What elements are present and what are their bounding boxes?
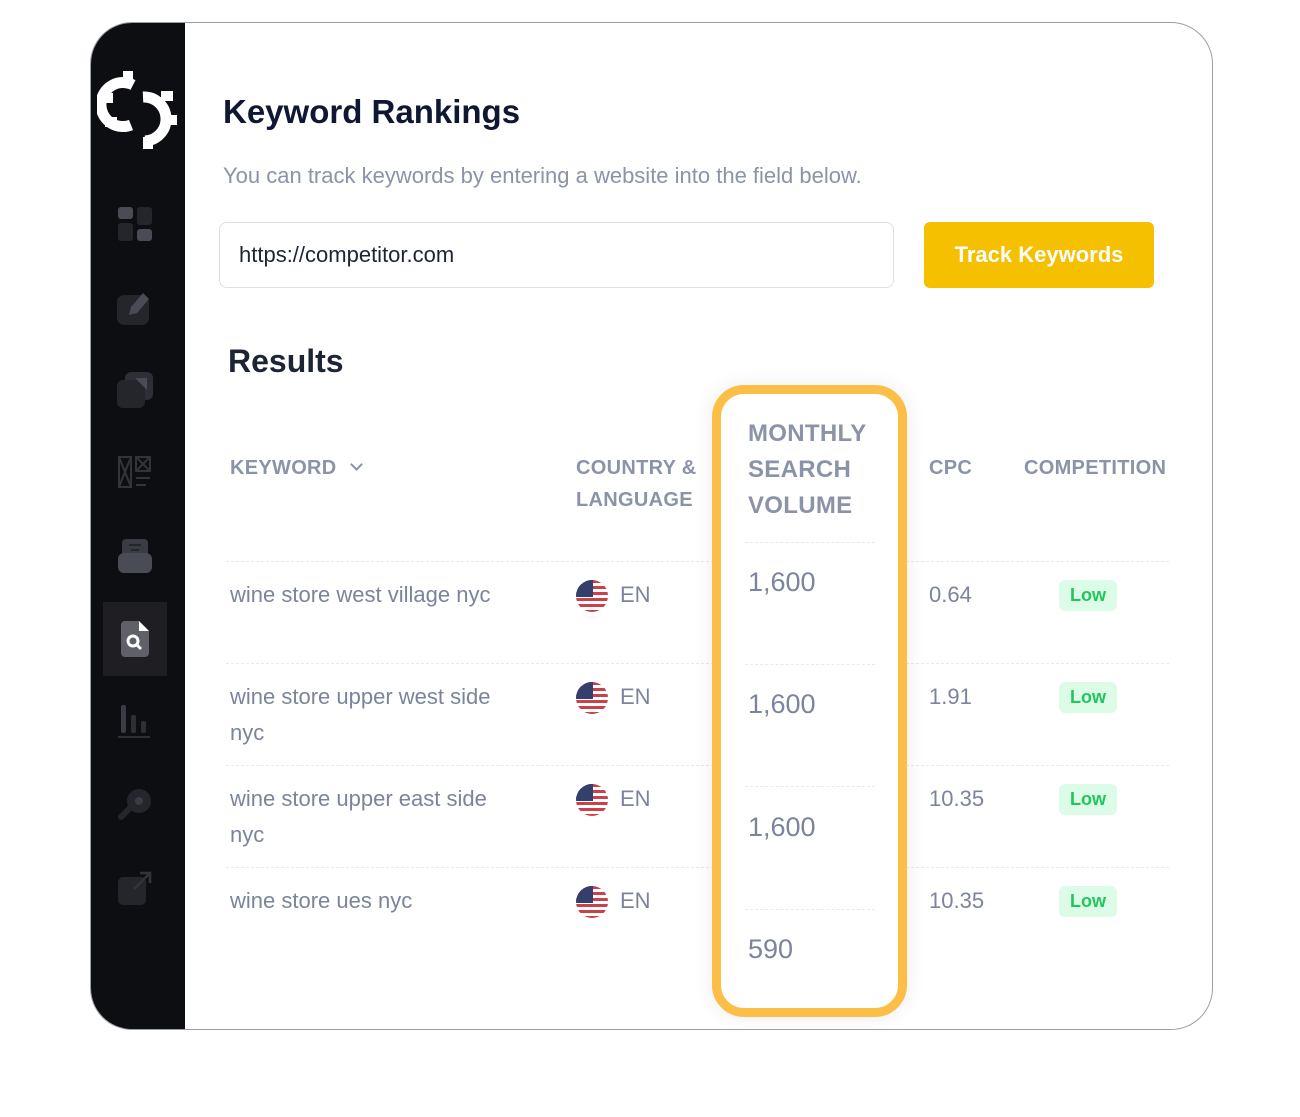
language-code: EN <box>620 786 651 811</box>
column-header-cpc: CPC <box>929 457 973 479</box>
divider <box>226 561 1169 562</box>
logo-gears-icon <box>95 67 181 158</box>
track-keywords-button[interactable]: Track Keywords <box>924 222 1154 288</box>
website-url-input[interactable]: https://competitor.com <box>219 222 894 288</box>
layout-icon[interactable] <box>103 436 167 510</box>
column-header-monthly-search-volume: MONTHLY SEARCH VOLUME <box>748 416 867 524</box>
column-header-keyword[interactable]: KEYWORD <box>230 452 364 484</box>
divider <box>745 786 875 787</box>
external-link-icon[interactable] <box>103 851 167 925</box>
inbox-icon[interactable] <box>103 519 167 593</box>
cpc-cell: 10.35 <box>929 888 985 913</box>
us-flag-icon <box>576 682 608 715</box>
divider <box>745 909 875 910</box>
dashboard-icon[interactable] <box>103 187 167 261</box>
country-language-cell: EN <box>576 883 651 919</box>
language-code: EN <box>620 582 651 607</box>
competition-badge: Low <box>1059 886 1117 917</box>
copy-icon[interactable] <box>103 353 167 427</box>
divider <box>226 867 1169 868</box>
search-document-icon[interactable] <box>103 602 167 676</box>
cpc-cell: 10.35 <box>929 786 985 811</box>
divider <box>745 664 875 665</box>
divider <box>226 765 1169 766</box>
msv-header-line: SEARCH <box>748 456 852 483</box>
app-window: Keyword Rankings You can track keywords … <box>90 22 1213 1030</box>
keyword-text: wine store upper east side <box>230 786 487 811</box>
divider <box>226 663 1169 664</box>
search-volume-value: 1,600 <box>748 812 816 842</box>
cpc-cell: 0.64 <box>929 582 972 607</box>
sidebar <box>91 23 185 1029</box>
language-code: EN <box>620 888 651 913</box>
competition-badge: Low <box>1059 784 1117 815</box>
page-title: Keyword Rankings <box>223 93 521 130</box>
keyword-text: wine store ues nyc <box>230 888 413 913</box>
msv-header-line: VOLUME <box>748 492 853 519</box>
keyword-cell: wine store west village nyc <box>230 577 490 613</box>
country-language-cell: EN <box>576 781 651 817</box>
keyword-header-label: KEYWORD <box>230 457 337 479</box>
column-header-country-language: COUNTRY & LANGUAGE <box>576 452 696 516</box>
us-flag-icon <box>576 580 608 613</box>
edit-icon[interactable] <box>103 270 167 344</box>
keyword-cell: wine store upper west side nyc <box>230 679 490 751</box>
language-code: EN <box>620 684 651 709</box>
language-header-label: LANGUAGE <box>576 489 693 511</box>
msv-header-line: MONTHLY <box>748 420 867 447</box>
us-flag-icon <box>576 784 608 817</box>
page-subtitle: You can track keywords by entering a web… <box>223 163 862 188</box>
divider <box>745 542 875 543</box>
keyword-text: wine store upper west side <box>230 684 491 709</box>
country-header-label: COUNTRY & <box>576 457 697 479</box>
competition-badge: Low <box>1059 682 1117 713</box>
chevron-down-icon <box>350 458 364 471</box>
search-volume-value: 590 <box>748 934 794 964</box>
bar-chart-icon[interactable] <box>103 685 167 759</box>
search-volume-value: 1,600 <box>748 567 816 597</box>
country-language-cell: EN <box>576 577 651 613</box>
column-header-competition: COMPETITION <box>1024 457 1167 479</box>
results-title: Results <box>228 343 344 379</box>
country-language-cell: EN <box>576 679 651 715</box>
competition-badge: Low <box>1059 580 1117 611</box>
key-icon[interactable] <box>103 768 167 842</box>
keyword-text: nyc <box>230 822 265 847</box>
keyword-cell: wine store upper east side nyc <box>230 781 487 853</box>
cpc-cell: 1.91 <box>929 684 972 709</box>
keyword-text: wine store west village nyc <box>230 582 491 607</box>
keyword-text: nyc <box>230 720 265 745</box>
us-flag-icon <box>576 886 608 919</box>
monthly-search-volume-highlight: MONTHLY SEARCH VOLUME 1,600 1,600 1,600 … <box>712 385 907 1017</box>
search-volume-value: 1,600 <box>748 689 816 719</box>
keyword-cell: wine store ues nyc <box>230 883 412 919</box>
